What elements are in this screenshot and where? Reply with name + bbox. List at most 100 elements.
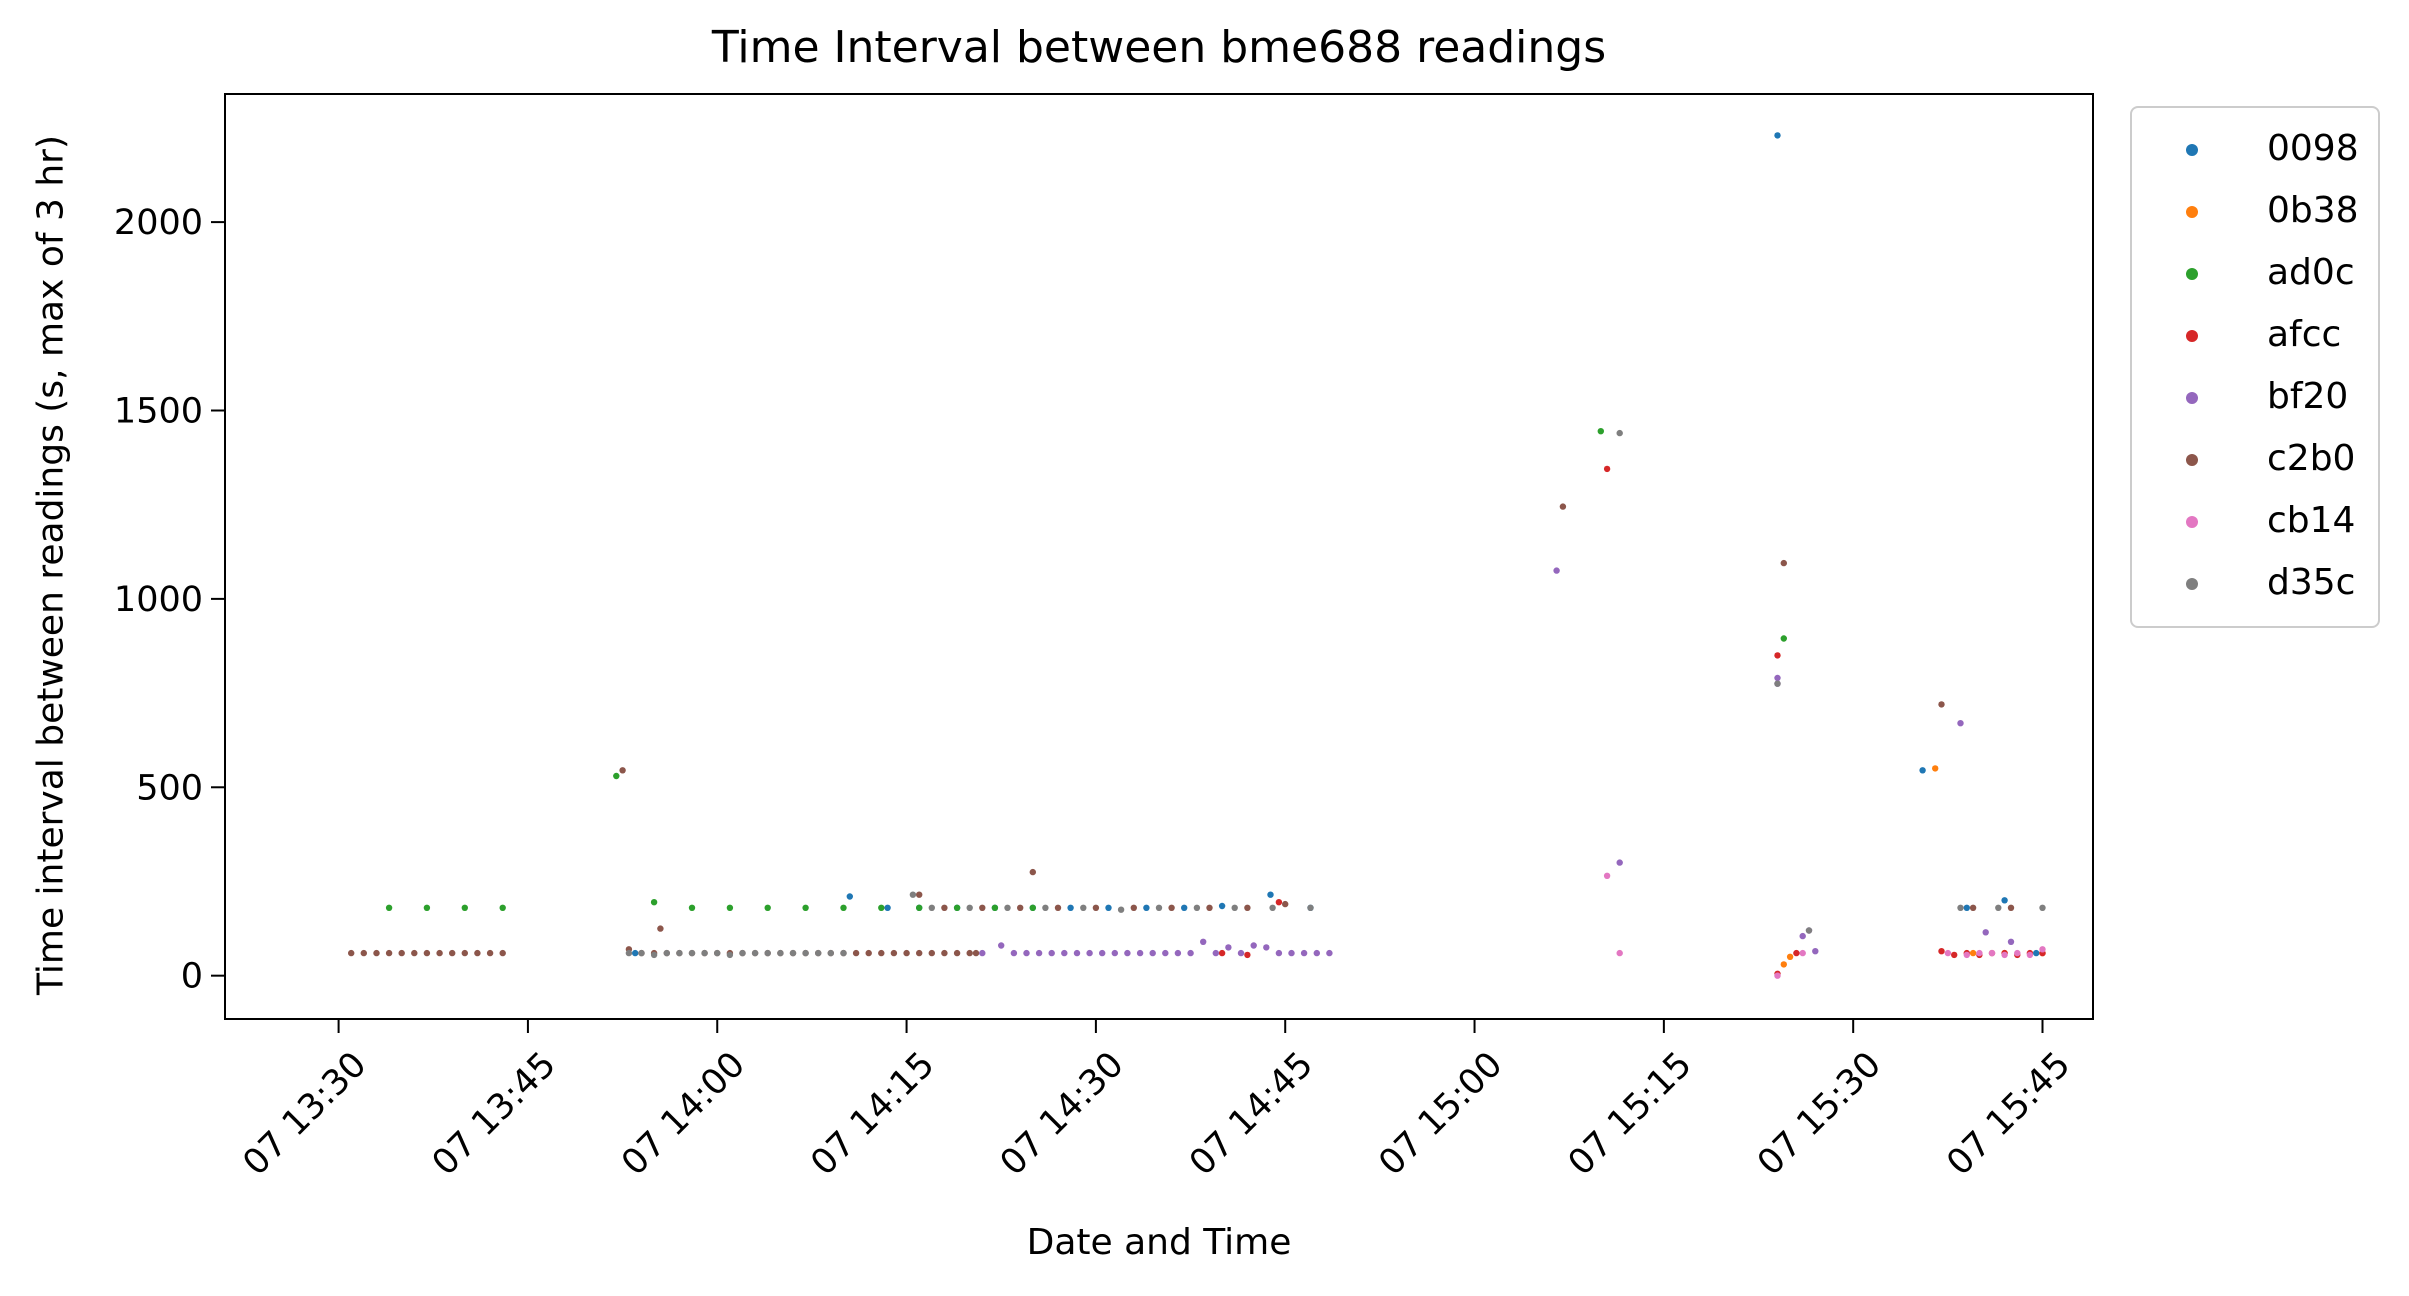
x-tick-label: 07 13:30 [236,1045,375,1184]
legend-label: cb14 [2267,500,2356,541]
data-point-0098 [632,949,639,957]
legend-marker [2186,578,2198,590]
data-point-d35c [1042,904,1049,911]
legend-item-afcc: afcc [2132,308,2378,360]
legend-item-cb14: cb14 [2132,494,2378,546]
data-point-c2b0 [890,949,898,957]
data-point-ad0c [423,904,431,911]
data-point-c2b0 [360,949,367,957]
plot-frame [224,93,2094,1020]
legend-item-ad0c: ad0c [2132,246,2378,298]
data-point-c2b0 [852,949,860,957]
data-point-cb14 [1774,972,1781,979]
data-point-bf20 [1250,942,1257,949]
data-point-0098 [1143,904,1150,911]
data-point-ad0c [385,904,393,911]
data-point-bf20 [1263,944,1270,951]
data-point-d35c [676,949,683,957]
data-point-bf20 [1313,949,1321,957]
data-point-cb14 [1799,949,1806,957]
data-point-0098 [1963,904,1971,911]
data-point-0b38 [1969,949,1977,957]
y-tick-label: 2000 [114,203,203,243]
data-point-d35c [1805,927,1813,934]
data-points [348,132,2046,979]
data-point-c2b0 [903,949,910,957]
data-point-c2b0 [1282,900,1289,908]
data-point-c2b0 [916,891,923,898]
data-point-afcc [1774,652,1781,659]
data-point-c2b0 [2007,904,2015,911]
x-tick-label: 07 13:45 [425,1045,564,1184]
data-point-d35c [789,949,797,957]
data-point-c2b0 [373,949,380,957]
data-point-c2b0 [411,949,418,957]
data-point-bf20 [1288,949,1295,957]
data-point-bf20 [1162,949,1169,957]
data-point-afcc [1244,951,1251,959]
data-point-d35c [802,949,809,957]
data-point-bf20 [1300,949,1308,957]
data-point-d35c [726,951,734,959]
legend-marker [2186,454,2198,466]
data-point-c2b0 [878,949,885,957]
data-point-afcc [1951,951,1958,959]
data-point-bf20 [1616,859,1623,866]
data-point-0098 [1919,767,1926,774]
data-point-ad0c [953,904,961,911]
data-point-cb14 [2026,951,2034,959]
data-point-bf20 [1136,949,1144,957]
data-point-bf20 [1149,949,1156,957]
data-point-d35c [1616,429,1623,437]
data-point-c2b0 [865,949,872,957]
chart-title: Time Interval between bme688 readings [711,22,1607,73]
data-point-d35c [1307,904,1314,911]
data-point-bf20 [1073,949,1081,957]
data-point-c2b0 [436,949,443,957]
data-point-d35c [1774,680,1781,687]
data-point-ad0c [1780,635,1788,642]
data-point-0098 [2033,949,2040,957]
data-point-bf20 [1275,949,1283,957]
data-point-bf20 [1187,949,1194,957]
data-point-c2b0 [972,949,980,957]
data-point-ad0c [840,904,847,911]
data-point-c2b0 [1244,904,1251,911]
data-point-c2b0 [941,904,948,911]
data-point-d35c [764,949,771,957]
x-axis-ticks: 07 13:30 07 13:45 07 14:00 07 14:15 07 14:30… [236,1019,2078,1184]
data-point-bf20 [2007,938,2015,945]
data-point-ad0c [688,904,696,911]
data-point-c2b0 [423,949,431,957]
data-point-c2b0 [385,949,393,957]
data-point-d35c [1269,904,1276,911]
legend-marker [2186,392,2198,404]
data-point-d35c [751,949,759,957]
data-point-c2b0 [486,949,494,957]
data-point-cb14 [1963,951,1971,959]
data-point-ad0c [802,904,809,911]
legend-item-0098: 0098 [2132,122,2378,174]
x-axis-label: Date and Time [1026,1222,1292,1263]
data-point-c2b0 [1206,904,1213,911]
data-point-afcc [1793,949,1800,957]
legend-label: d35c [2267,562,2356,603]
legend-label: 0098 [2267,128,2359,169]
data-point-bf20 [1099,949,1106,957]
data-point-c2b0 [1780,559,1788,567]
data-point-0b38 [1786,953,1794,960]
data-point-0b38 [1780,961,1788,968]
x-tick-label: 07 14:00 [614,1045,753,1184]
data-point-ad0c [461,904,468,911]
data-point-bf20 [998,942,1005,949]
data-point-bf20 [1982,929,1989,936]
data-point-bf20 [1174,949,1182,957]
data-point-c2b0 [348,949,355,957]
data-point-ad0c [878,904,885,911]
y-tick-label: 1000 [114,580,203,620]
legend-label: ad0c [2267,252,2355,293]
data-point-d35c [663,949,670,957]
legend-label: bf20 [2267,376,2349,417]
data-point-d35c [1117,906,1125,913]
